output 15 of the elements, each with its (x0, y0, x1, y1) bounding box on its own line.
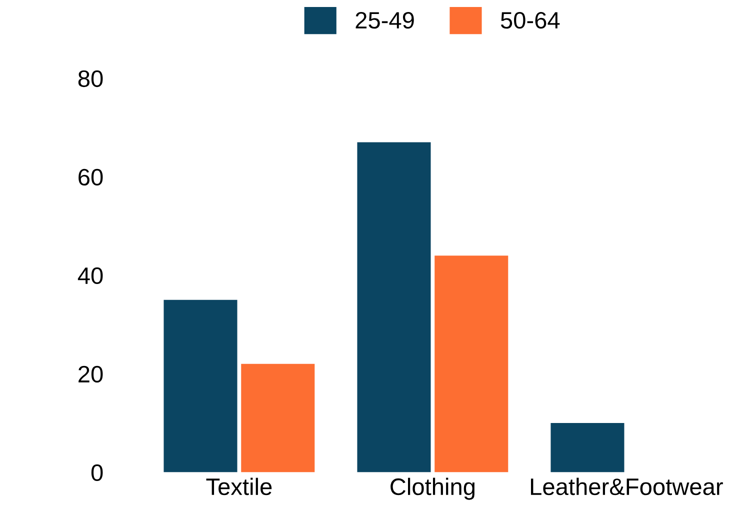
x-tick-label: Leather&Footwear (530, 478, 723, 496)
bar (357, 142, 431, 472)
bar (434, 256, 508, 472)
y-tick-label: 40 (78, 267, 103, 284)
x-tick-label: Textile (206, 478, 272, 496)
legend-label: 50-64 (500, 12, 560, 29)
y-tick-label: 80 (78, 70, 103, 88)
bar (164, 300, 238, 472)
legend-label: 25-49 (356, 12, 414, 29)
bar (550, 423, 624, 472)
y-tick-label: 0 (91, 464, 103, 482)
bar (241, 364, 315, 472)
y-tick-label: 20 (78, 366, 103, 383)
x-tick-label: Clothing (390, 478, 474, 500)
y-tick-label: 60 (78, 168, 103, 186)
